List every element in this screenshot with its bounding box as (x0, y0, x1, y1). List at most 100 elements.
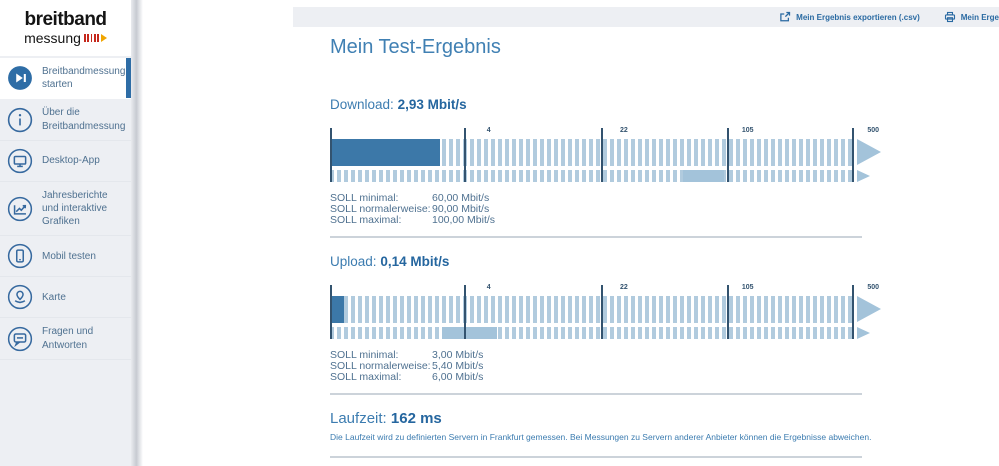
main-panel: Mein Test-Ergebnis Download: 2,93 Mbit/s… (143, 0, 999, 458)
download-label: Download: (330, 97, 394, 112)
sidebar-item-label: Jahresberichte und interaktive Grafiken (42, 189, 108, 228)
latency-value-line: Laufzeit: 162 ms (330, 410, 999, 427)
app-logo[interactable]: breitband messung (0, 0, 131, 56)
map-pin-icon (7, 284, 33, 310)
section-divider (330, 236, 862, 238)
measured-value-fill (330, 296, 344, 323)
gauge-tick-label: 4 (486, 127, 491, 134)
upload-label: Upload: (330, 254, 377, 269)
sidebar-item-label: Über die Breitbandmessung (42, 107, 126, 132)
export-label: Mein Ergebnis exportieren (.csv) (796, 12, 920, 22)
soll-row: SOLL minimal: 60,00 Mbit/s (330, 193, 999, 204)
gauge-tick-label: 105 (741, 127, 754, 134)
download-gauge: 4 22 105 500 (330, 126, 882, 182)
soll-value: 3,00 Mbit/s (432, 349, 484, 361)
print-result-button[interactable]: Mein Erge (944, 11, 999, 23)
print-label: Mein Erge (960, 12, 999, 22)
sidebar-item-label: Mobil testen (42, 250, 96, 262)
gauge-tick-line (463, 128, 466, 182)
scrollbar[interactable] (131, 0, 143, 466)
topbar: Mein Ergebnis exportieren (.csv) Mein Er… (293, 7, 999, 27)
upload-gauge: 4 22 105 500 (330, 283, 882, 339)
sidebar-item-label: Fragen und Antworten (42, 326, 94, 351)
soll-label: SOLL minimal: (330, 192, 399, 204)
gauge-tick-line (600, 285, 603, 339)
speech-bubble-icon (7, 326, 33, 352)
sidebar-item-breitbandmessung-starten[interactable]: Breitbandmessung starten (0, 58, 131, 100)
gauge-axis-start-line (330, 285, 332, 339)
sidebar-item-mobil-testen[interactable]: Mobil testen (0, 236, 131, 278)
sidebar-item-label: Karte (42, 291, 66, 303)
soll-label: SOLL maximal: (330, 371, 402, 383)
soll-row: SOLL maximal: 6,00 Mbit/s (330, 372, 999, 383)
logo-text-messung: messung (24, 30, 81, 46)
logo-text-breitband: breitband (24, 9, 107, 30)
sidebar-item-jahresberichte[interactable]: Jahresberichte und interaktive Grafiken (0, 182, 131, 237)
download-value: 2,93 Mbit/s (397, 97, 467, 112)
gauge-arrow-icon (857, 296, 881, 322)
download-value-line: Download: 2,93 Mbit/s (330, 97, 999, 112)
gauge-tick-line (726, 128, 729, 182)
soll-value: 60,00 Mbit/s (432, 192, 490, 204)
soll-row: SOLL normalerweise: 5,40 Mbit/s (330, 361, 999, 372)
soll-value: 5,40 Mbit/s (432, 360, 484, 372)
sidebar-item-ueber-die-breitbandmessung[interactable]: Über die Breitbandmessung (0, 99, 131, 141)
upload-value: 0,14 Mbit/s (380, 254, 450, 269)
soll-label: SOLL minimal: (330, 349, 399, 361)
sidebar-item-karte[interactable]: Karte (0, 277, 131, 319)
gauge-striped-row-bottom (330, 327, 853, 339)
soll-value: 6,00 Mbit/s (432, 371, 484, 383)
soll-row: SOLL minimal: 3,00 Mbit/s (330, 350, 999, 361)
latency-value: 162 ms (390, 410, 442, 427)
gauge-axis-start-line (330, 128, 332, 182)
section-divider (330, 456, 862, 458)
gauge-tick-line (463, 285, 466, 339)
soll-label: SOLL normalerweise: (330, 360, 431, 372)
chart-icon (7, 196, 33, 222)
soll-row: SOLL normalerweise: 90,00 Mbit/s (330, 204, 999, 215)
logo-play-triangle-icon (100, 34, 107, 42)
export-result-button[interactable]: Mein Ergebnis exportieren (.csv) (779, 11, 920, 23)
gauge-striped-row-top (330, 296, 853, 323)
gauge-tick-label: 500 (867, 127, 879, 134)
mobile-icon (7, 243, 33, 269)
soll-value: 100,00 Mbit/s (432, 214, 496, 226)
latency-label: Laufzeit: (330, 410, 387, 427)
sidebar: breitband messung Breitbandmessung start… (0, 0, 131, 466)
sidebar-item-fragen-und-antworten[interactable]: Fragen und Antworten (0, 318, 131, 360)
sidebar-item-label: Breitbandmessung starten (42, 66, 126, 91)
gauge-tick-label: 105 (741, 284, 754, 291)
gauge-striped-row-bottom (330, 170, 853, 182)
measured-value-fill (330, 139, 440, 166)
download-soll-table: SOLL minimal: 60,00 Mbit/s SOLL normaler… (330, 193, 999, 226)
soll-label: SOLL normalerweise: (330, 203, 431, 215)
desktop-icon (7, 148, 33, 174)
soll-row: SOLL maximal: 100,00 Mbit/s (330, 215, 999, 226)
gauge-tick-label: 500 (867, 284, 879, 291)
sidebar-item-label: Desktop-App (42, 155, 100, 167)
target-band (682, 170, 724, 182)
content-area: Mein Ergebnis exportieren (.csv) Mein Er… (143, 0, 999, 466)
play-circle-icon (7, 65, 33, 91)
soll-value: 90,00 Mbit/s (432, 203, 490, 215)
gauge-tick-label: 4 (486, 284, 491, 291)
gauge-arrow-small-icon (857, 170, 870, 182)
gauge-tick-line (852, 128, 854, 182)
gauge-tick-line (600, 128, 603, 182)
soll-label: SOLL maximal: (330, 214, 402, 226)
upload-soll-table: SOLL minimal: 3,00 Mbit/s SOLL normalerw… (330, 350, 999, 383)
info-circle-icon (7, 107, 33, 133)
latency-note: Die Laufzeit wird zu definierten Servern… (330, 432, 872, 442)
printer-icon (944, 11, 956, 23)
section-divider (330, 393, 862, 395)
target-band (441, 327, 498, 339)
upload-value-line: Upload: 0,14 Mbit/s (330, 254, 999, 269)
logo-bars-icon (83, 34, 99, 42)
sidebar-item-desktop-app[interactable]: Desktop-App (0, 141, 131, 182)
gauge-tick-label: 22 (620, 284, 628, 291)
gauge-arrow-small-icon (857, 327, 870, 339)
page-title: Mein Test-Ergebnis (330, 36, 501, 58)
sidebar-nav: Breitbandmessung starten Über die Breitb… (0, 58, 131, 360)
export-icon (779, 11, 791, 23)
gauge-arrow-icon (857, 139, 881, 165)
